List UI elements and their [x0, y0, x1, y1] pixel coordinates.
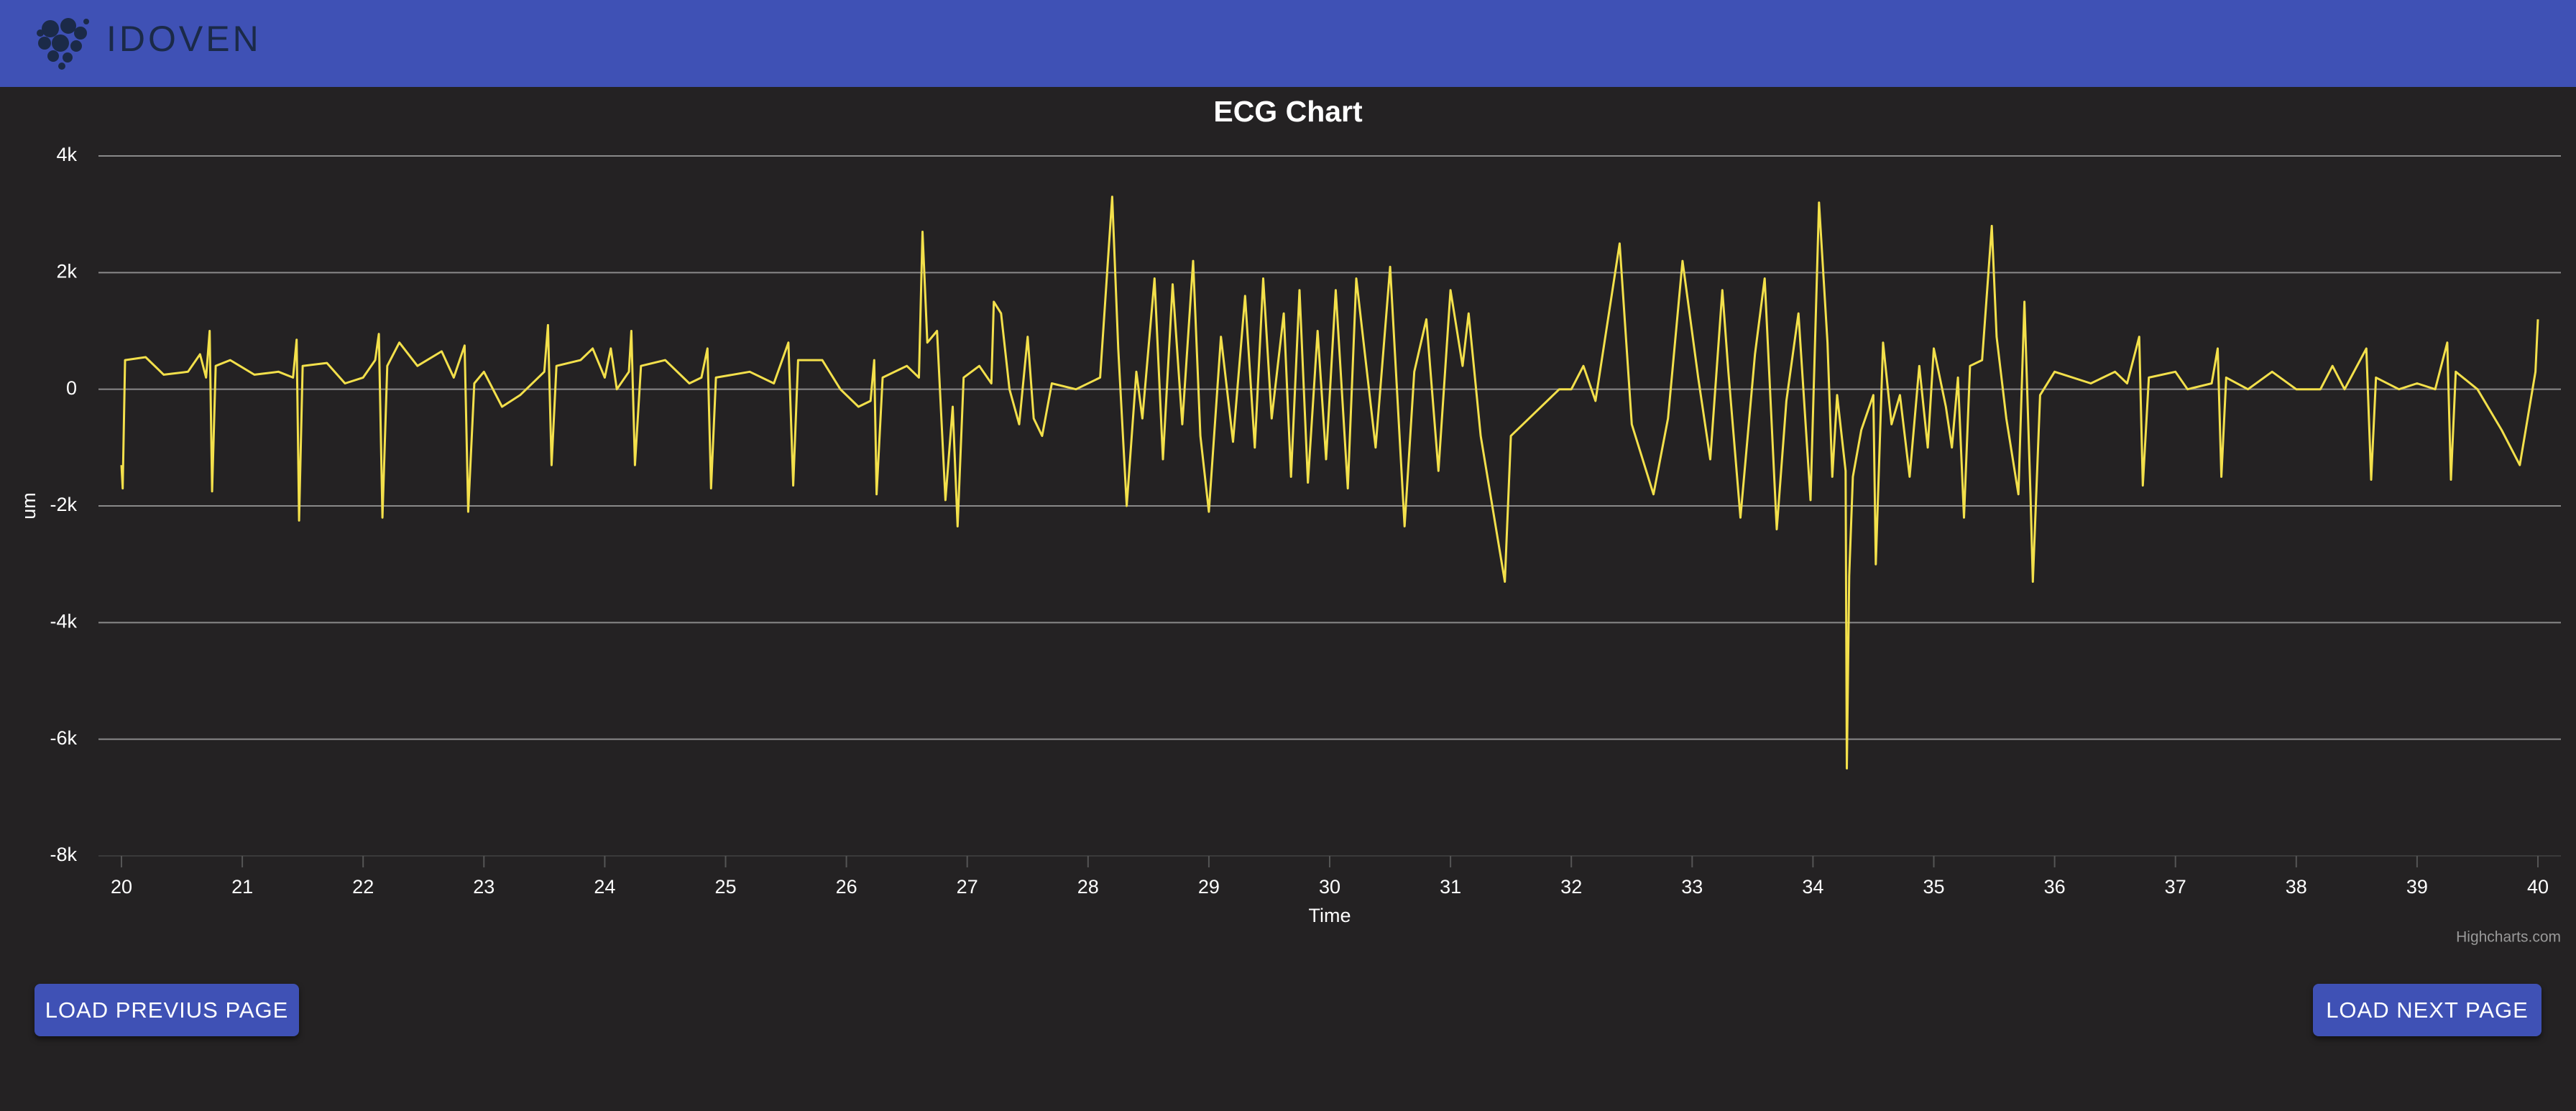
x-tick-label: 38 — [2286, 876, 2307, 898]
x-tick-label: 37 — [2165, 876, 2186, 898]
x-tick-label: 31 — [1440, 876, 1461, 898]
logo-text: IDOVEN — [106, 19, 262, 59]
plot-area: -8k -6k -4k -2k 0 2k 4k 20 21 22 23 24 25 26 27 28 29 30 3… — [50, 144, 2561, 898]
x-tick-label: 25 — [714, 876, 736, 898]
next-button[interactable]: LOAD NEXT PAGE — [2313, 984, 2542, 1036]
x-tick-label: 24 — [594, 876, 615, 898]
y-tick-label: -8k — [50, 844, 77, 865]
chart-title: ECG Chart — [1213, 95, 1363, 128]
x-tick-label: 32 — [1560, 876, 1582, 898]
x-tick-label: 39 — [2406, 876, 2428, 898]
y-tick-label: -4k — [50, 610, 77, 632]
y-tick-label: 2k — [56, 260, 77, 282]
x-tick-label: 26 — [836, 876, 857, 898]
y-tick-label: 4k — [56, 144, 77, 165]
logo-icon — [37, 18, 89, 70]
y-tick-label: 0 — [66, 377, 77, 399]
credits: Highcharts.com — [2456, 929, 2561, 946]
y-tick-label: -2k — [50, 494, 77, 515]
x-tick-label: 34 — [1802, 876, 1823, 898]
x-tick-label: 23 — [473, 876, 494, 898]
header-bar — [0, 0, 2576, 87]
x-axis-title: Time — [1309, 905, 1351, 926]
prev-button[interactable]: LOAD PREVIUS PAGE — [34, 984, 299, 1036]
x-tick-label: 36 — [2044, 876, 2066, 898]
x-tick-label: 27 — [957, 876, 978, 898]
x-tick-label: 29 — [1198, 876, 1220, 898]
x-tick-label: 30 — [1319, 876, 1340, 898]
y-tick-label: -6k — [50, 727, 77, 749]
x-tick-label: 35 — [1923, 876, 1944, 898]
ecg-line — [120, 195, 2539, 770]
y-axis-title: um — [18, 492, 40, 520]
x-tick-label: 28 — [1077, 876, 1099, 898]
x-tick-label: 20 — [111, 876, 132, 898]
x-tick-label: 33 — [1681, 876, 1703, 898]
x-tick-label: 22 — [352, 876, 374, 898]
x-tick-label: 21 — [231, 876, 253, 898]
x-tick-label: 40 — [2527, 876, 2549, 898]
